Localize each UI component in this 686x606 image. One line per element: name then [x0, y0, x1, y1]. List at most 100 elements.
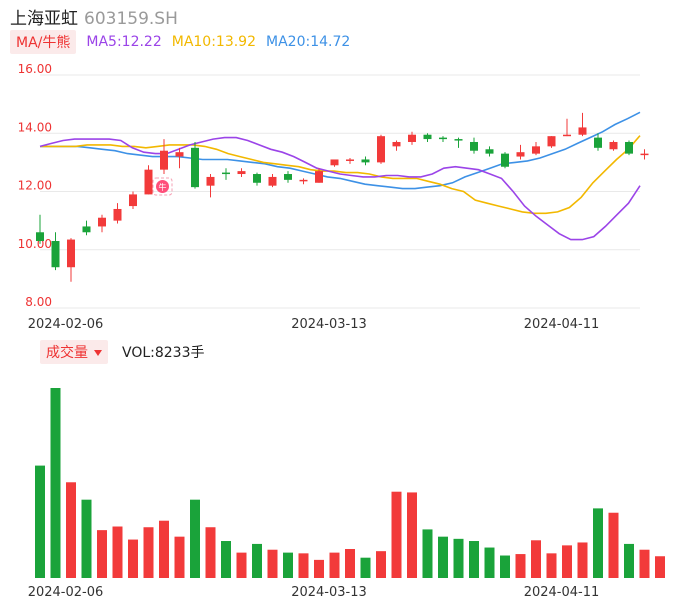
volume-bar: [159, 520, 169, 578]
x-tick-label: 2024-03-13: [291, 585, 367, 600]
volume-bar: [593, 508, 603, 578]
volume-bar: [453, 538, 464, 578]
ma-legend-bar: MA/牛熊 MA5:12.22 MA10:13.92 MA20:14.72: [10, 30, 350, 54]
candle-body: [315, 171, 323, 183]
candle-body: [485, 149, 494, 154]
candle-body: [98, 217, 106, 227]
volume-bar: [515, 554, 526, 578]
x-tick-label: 2024-02-06: [28, 585, 104, 600]
ma10-label: MA10:13.92: [171, 34, 257, 50]
volume-bar: [81, 499, 92, 578]
candle-body: [206, 176, 215, 186]
ma20-line: [40, 111, 641, 190]
ma20-label: MA20:14.72: [266, 34, 351, 50]
candle-body: [299, 179, 308, 182]
volume-bar: [205, 527, 216, 578]
volume-bar: [608, 512, 619, 578]
volume-bar: [267, 549, 278, 578]
volume-bar: [66, 482, 76, 578]
volume-legend-bar: 成交量 VOL:8233手: [40, 340, 205, 364]
candle-body: [191, 147, 199, 188]
candle-body: [113, 208, 122, 221]
candle-body: [82, 226, 91, 233]
volume-bar: [314, 559, 324, 578]
candle-body: [439, 137, 447, 140]
ma5-label: MA5:12.22: [86, 34, 162, 50]
stock-name: 上海亚虹: [10, 9, 78, 29]
candle-body: [222, 172, 230, 175]
volume-bar: [252, 543, 262, 578]
volume-chart: 2024-02-06 2024-03-13 2024-04-11: [28, 388, 665, 600]
candle-body: [532, 146, 540, 154]
candle-body: [330, 159, 339, 166]
candle-body: [67, 239, 75, 268]
bull-badge-circle: [156, 180, 169, 193]
candle-body: [609, 141, 618, 150]
volume-bar: [112, 526, 123, 578]
x-tick-label: 2024-04-11: [524, 317, 600, 332]
volume-bar: [577, 542, 588, 578]
candle-body: [470, 141, 478, 151]
price-chart: 8.00 10.00 12.00 14.00 16.00 2024-02-06 2024-…: [18, 62, 649, 332]
candle-body: [253, 174, 261, 183]
x-tick-label: 2024-04-11: [524, 585, 600, 600]
candle-body: [423, 134, 432, 140]
candle-body: [284, 174, 292, 180]
candle-body: [516, 152, 525, 157]
candle-body: [625, 141, 633, 154]
volume-bar: [531, 540, 541, 578]
volume-bar: [624, 543, 634, 578]
volume-bar: [407, 492, 417, 578]
volume-bar: [345, 548, 355, 578]
candle-body: [175, 152, 184, 157]
candle-body: [377, 136, 385, 163]
candle-body: [501, 153, 509, 167]
volume-bar: [360, 557, 371, 578]
bull-badge[interactable]: 牛: [152, 177, 173, 196]
volume-indicator-button[interactable]: 成交量: [40, 340, 108, 364]
volume-value: VOL:8233手: [122, 345, 205, 361]
candle-body: [640, 153, 649, 156]
candle-body: [51, 241, 60, 268]
stock-header: 上海亚虹 603159.SH: [10, 4, 178, 29]
candle-body: [594, 137, 602, 148]
ma5-line: [39, 136, 641, 241]
volume-bar: [236, 552, 247, 578]
candle-body: [268, 176, 277, 186]
candle-body: [346, 159, 354, 161]
candle-body: [36, 232, 44, 242]
volume-bar: [128, 539, 138, 578]
volume-bar: [190, 499, 200, 578]
volume-button-label: 成交量: [46, 345, 88, 361]
candle-body: [408, 134, 416, 142]
volume-bar: [655, 556, 665, 578]
candle-body: [392, 141, 401, 147]
ma-indicator-button[interactable]: MA/牛熊: [10, 30, 77, 54]
volume-bar: [174, 536, 185, 578]
bull-badge-frame: [152, 177, 173, 196]
volume-bar: [422, 529, 433, 578]
volume-bar: [221, 541, 231, 578]
volume-bar: [283, 552, 293, 578]
volume-bar: [35, 465, 45, 578]
candle-body: [578, 127, 587, 135]
volume-bar: [546, 553, 557, 578]
candle-body: [454, 139, 463, 141]
candle-body: [361, 159, 370, 163]
x-tick-label: 2024-03-13: [291, 317, 367, 332]
bull-badge-text: 牛: [159, 182, 167, 192]
candle-body: [563, 134, 571, 137]
volume-bar: [143, 527, 154, 578]
y-tick-label: 16.00: [18, 62, 52, 76]
x-tick-label: 2024-02-06: [28, 317, 104, 332]
candle-body: [129, 194, 137, 207]
ma10-line: [40, 135, 641, 215]
candle-body: [160, 150, 168, 170]
caret-down-icon: [94, 350, 102, 356]
volume-bar: [469, 541, 479, 578]
stock-code: 603159.SH: [84, 9, 178, 29]
volume-bar: [484, 547, 495, 578]
y-tick-label: 14.00: [18, 120, 52, 134]
candle-body: [144, 169, 153, 195]
volume-bar: [298, 553, 309, 578]
